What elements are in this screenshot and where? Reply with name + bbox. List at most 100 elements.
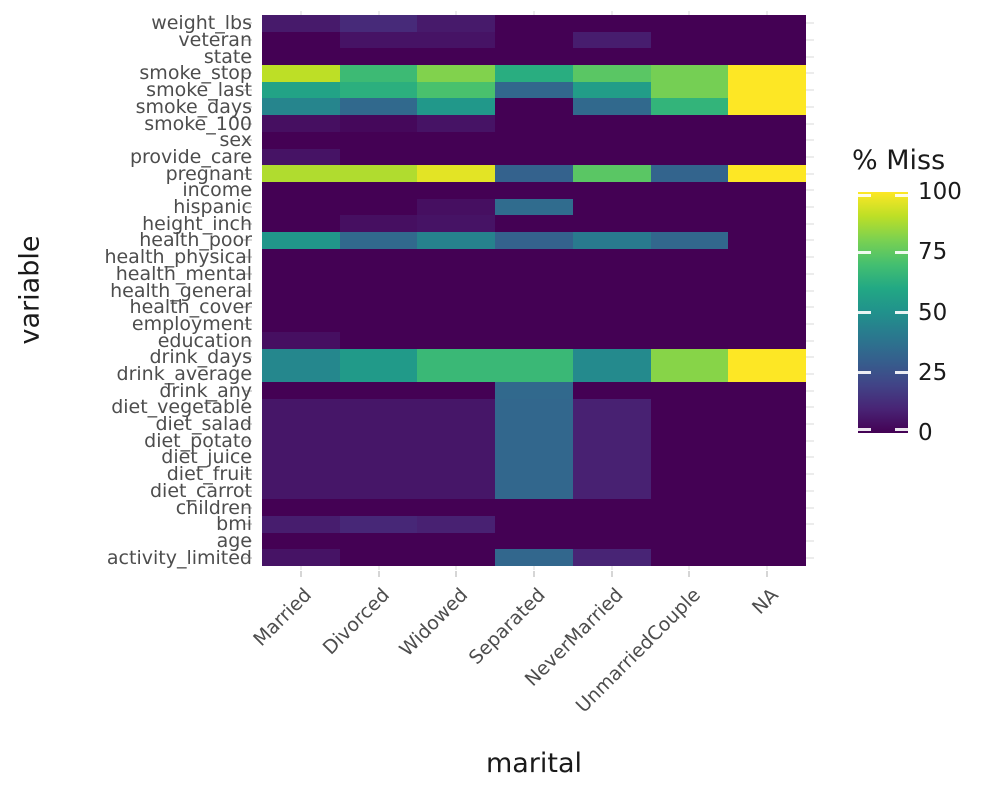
heatmap-cell — [650, 65, 729, 82]
x-axis-title: marital — [485, 748, 583, 779]
heatmap-cell — [262, 15, 340, 32]
heatmap-cell — [728, 415, 806, 433]
heatmap-cell — [728, 198, 806, 216]
heatmap-cell — [495, 215, 573, 233]
y-axis-label: education — [157, 329, 252, 352]
heatmap-cell — [339, 348, 418, 366]
heatmap-cell — [650, 415, 729, 433]
y-axis-label: veteran — [178, 29, 252, 52]
heatmap-cell — [572, 298, 651, 316]
y-axis-label: smoke_days — [135, 95, 252, 118]
heatmap-cell — [728, 549, 806, 566]
gridline-stub — [766, 11, 769, 15]
heatmap-cell — [650, 198, 729, 216]
heatmap-cell — [262, 148, 340, 166]
heatmap-cell — [339, 215, 418, 233]
y-tick-mark — [243, 239, 252, 242]
heatmap-cell — [728, 348, 806, 366]
gridline-stub — [806, 423, 814, 426]
y-tick-mark — [243, 456, 252, 459]
legend-tick-mark — [858, 371, 871, 375]
heatmap-cell — [495, 282, 573, 299]
heatmap-cell — [495, 382, 573, 400]
legend-tick-mark — [858, 194, 871, 197]
legend-tick-label: 25 — [918, 359, 948, 386]
x-tick-mark — [455, 571, 458, 577]
heatmap-cell — [572, 115, 651, 132]
y-axis-label: provide_care — [129, 145, 252, 168]
gridline-stub — [533, 11, 535, 15]
heatmap-cell — [572, 81, 651, 99]
heatmap-cell — [572, 215, 651, 233]
heatmap-cell — [495, 131, 573, 149]
legend-tick-label: 0 — [918, 420, 933, 446]
heatmap-cell — [650, 348, 729, 366]
y-axis-label: diet_juice — [161, 446, 252, 469]
heatmap-cell — [495, 265, 573, 283]
y-tick-mark — [243, 155, 252, 158]
gridline-stub — [806, 206, 814, 208]
heatmap-cell — [650, 482, 729, 500]
gridline-stub — [377, 11, 380, 15]
gridline-stub — [806, 139, 814, 142]
y-axis-label: drink_any — [159, 379, 252, 402]
heatmap-cell — [417, 532, 496, 550]
y-axis-label: health_mental — [115, 262, 252, 285]
legend-tick-mark — [895, 311, 908, 314]
heatmap-cell — [572, 65, 651, 82]
y-axis-label: diet_salad — [155, 413, 252, 436]
x-tick-mark — [688, 571, 691, 577]
x-axis-label-text: Separated — [464, 584, 550, 669]
heatmap-cell — [572, 282, 651, 299]
heatmap-cell — [339, 482, 418, 500]
y-axis-label: smoke_last — [146, 79, 252, 102]
y-tick-mark — [243, 289, 252, 292]
heatmap-cell — [728, 298, 806, 316]
heatmap-cell — [728, 282, 806, 299]
y-tick-mark — [243, 506, 252, 509]
gridline-stub — [455, 566, 458, 570]
gridline-stub — [806, 122, 814, 125]
x-tick-mark — [533, 571, 535, 577]
gridline-stub — [806, 22, 814, 25]
gridline-stub — [806, 439, 814, 442]
legend-tick-mark — [858, 428, 871, 431]
heatmap-cell — [495, 515, 573, 533]
y-axis-label: income — [182, 179, 252, 202]
gridline-stub — [806, 72, 814, 75]
heatmap-cell — [728, 115, 806, 132]
heatmap-cell — [495, 482, 573, 500]
gridline-stub — [806, 155, 814, 158]
y-axis-label: health_general — [110, 279, 252, 302]
heatmap-cell — [572, 449, 651, 466]
heatmap-cell — [650, 549, 729, 566]
heatmap-cell — [339, 499, 418, 516]
heatmap-cell — [728, 449, 806, 466]
heatmap-cell — [262, 248, 340, 266]
heatmap-cell — [417, 399, 496, 416]
heatmap-cell — [339, 181, 418, 199]
heatmap-cell — [650, 232, 729, 249]
heatmap-cell — [495, 499, 573, 516]
heatmap-cell — [728, 98, 806, 116]
heatmap-cell — [650, 165, 729, 182]
gridline-stub — [688, 11, 691, 15]
heatmap-cell — [417, 265, 496, 283]
heatmap-cell — [650, 48, 729, 66]
heatmap-cell — [262, 215, 340, 233]
legend-tick-label: 50 — [918, 299, 948, 326]
y-tick-mark — [243, 389, 252, 392]
heatmap-cell — [495, 232, 573, 249]
heatmap-cell — [417, 449, 496, 466]
heatmap-cell — [728, 81, 806, 99]
heatmap-cell — [417, 332, 496, 349]
y-tick-mark — [243, 39, 252, 42]
heatmap-cell — [339, 332, 418, 349]
y-axis-label: smoke_100 — [144, 112, 252, 135]
y-axis-title: variable — [14, 235, 46, 345]
gridline-stub — [806, 39, 814, 42]
y-axis-label: health_physical — [104, 246, 252, 269]
heatmap-cell — [495, 532, 573, 550]
heatmap-cell — [339, 515, 418, 533]
x-tick-mark — [766, 571, 769, 577]
